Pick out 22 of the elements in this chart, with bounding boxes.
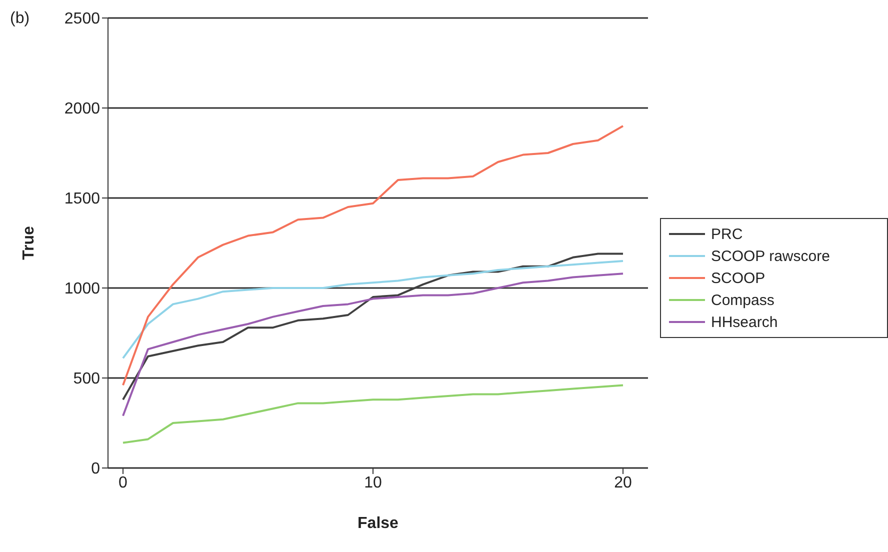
legend-label: SCOOP rawscore [711, 248, 830, 264]
legend-label: Compass [711, 292, 774, 308]
line-series [122, 125, 624, 386]
y-tick-label: 1000 [64, 280, 100, 298]
y-tick-label: 500 [73, 370, 100, 388]
line-series [122, 272, 624, 417]
legend-label: PRC [711, 226, 743, 242]
y-tick-label: 0 [91, 460, 100, 478]
x-tick-label: 0 [118, 474, 128, 492]
legend-label: HHsearch [711, 314, 778, 330]
x-axis-title: False [358, 515, 399, 532]
line-series [122, 384, 624, 444]
text: (b) [10, 10, 30, 28]
y-axis-title: True [20, 226, 38, 260]
y-tick-label: 2500 [64, 10, 100, 28]
y-tick-label: 2000 [64, 100, 100, 118]
legend-label: SCOOP [711, 270, 766, 286]
x-tick-label: 10 [364, 474, 382, 492]
line-series [122, 252, 624, 401]
y-tick-label: 1500 [64, 190, 100, 208]
line-series [122, 260, 624, 360]
x-tick-label: 20 [614, 474, 632, 492]
